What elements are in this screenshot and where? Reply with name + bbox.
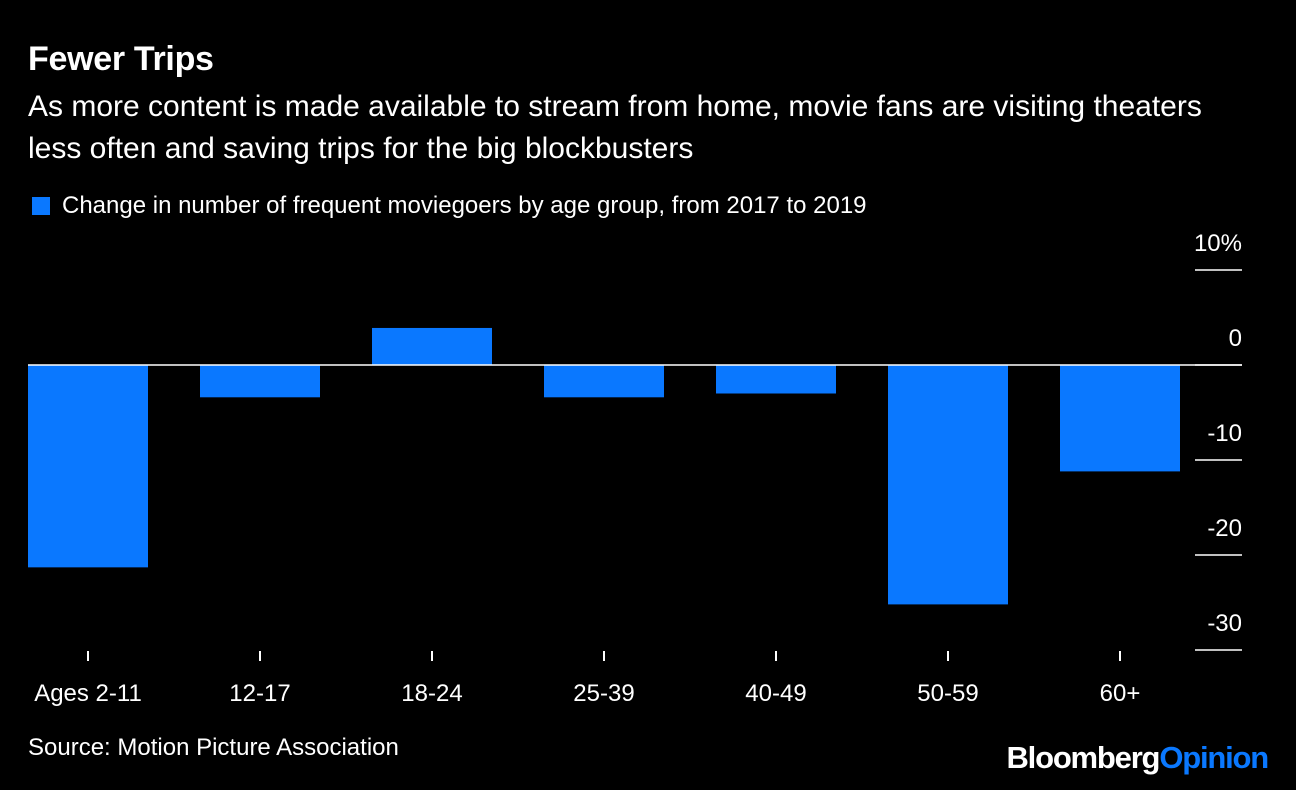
chart-subtitle: As more content is made available to str… bbox=[28, 90, 1202, 165]
brand-first: Bloomberg bbox=[1006, 740, 1160, 775]
chart-title: Fewer Trips bbox=[28, 40, 214, 78]
bar-chart: Ages 2-11 12-17 18-24 25-39 40-49 50-59 60+ 10%… bbox=[28, 230, 1242, 707]
bloomberg-opinion-logo: BloombergOpinion bbox=[1006, 740, 1269, 776]
x-tick-label: 40-49 bbox=[745, 680, 806, 707]
bar-12-17 bbox=[200, 365, 320, 398]
y-tick-label: 0 bbox=[1229, 325, 1242, 352]
bar-25-39 bbox=[544, 365, 664, 398]
chart: Ages 2-11 12-17 18-24 25-39 40-49 50-59 60+ 10%… bbox=[0, 220, 1296, 725]
y-tick-label: -30 bbox=[1207, 610, 1242, 637]
y-tick-label: 10% bbox=[1194, 230, 1242, 257]
bar-50-59 bbox=[888, 365, 1008, 605]
bar-ages-2-11 bbox=[28, 365, 148, 568]
x-tick-label: 18-24 bbox=[401, 680, 462, 707]
y-tick-label: -10 bbox=[1207, 420, 1242, 447]
bar-40-49 bbox=[716, 365, 836, 394]
x-tick-label: 60+ bbox=[1100, 680, 1141, 707]
bar-60- bbox=[1060, 365, 1180, 472]
x-tick-label: 25-39 bbox=[573, 680, 634, 707]
legend-swatch bbox=[32, 197, 50, 215]
x-tick-label: 50-59 bbox=[917, 680, 978, 707]
brand-second: Opinion bbox=[1159, 740, 1269, 775]
y-tick-label: -20 bbox=[1207, 515, 1242, 542]
bar-18-24 bbox=[372, 327, 492, 365]
x-tick-label: Ages 2-11 bbox=[34, 680, 142, 707]
legend: Change in number of frequent moviegoers … bbox=[32, 192, 867, 220]
source-note: Source: Motion Picture Association bbox=[28, 734, 399, 761]
x-tick-label: 12-17 bbox=[229, 680, 290, 707]
legend-label: Change in number of frequent moviegoers … bbox=[62, 192, 867, 219]
